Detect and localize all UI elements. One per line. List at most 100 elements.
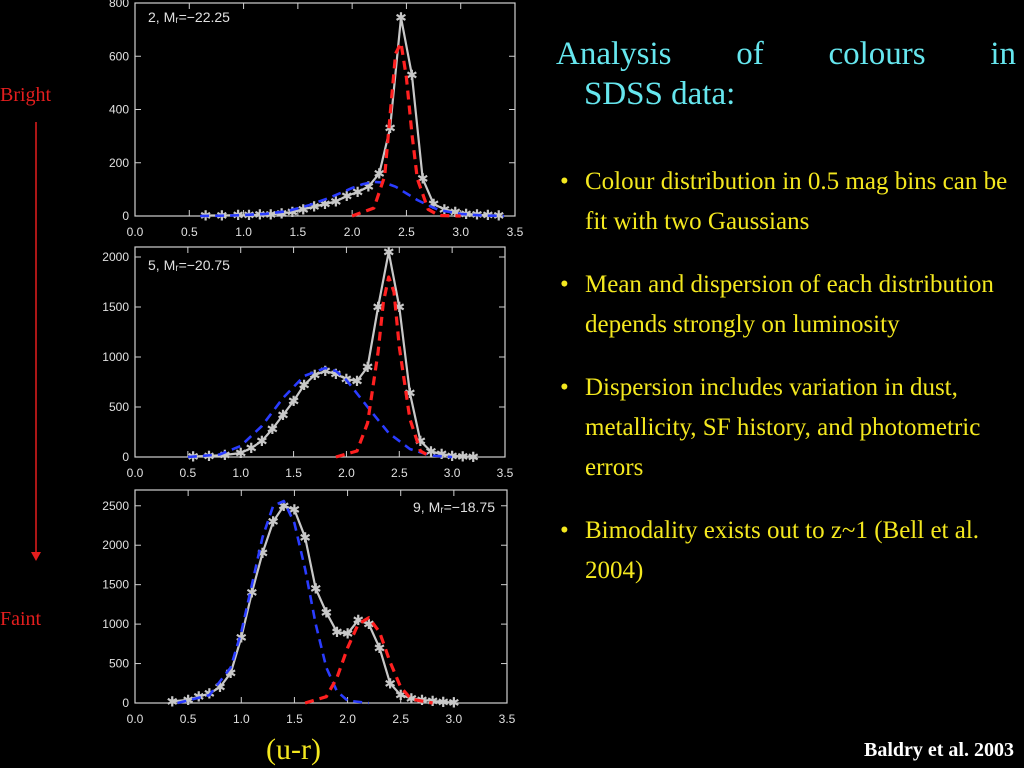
- data-point-marker: ✱: [278, 499, 290, 515]
- x-tick-label: 1.0: [232, 466, 249, 480]
- data-point-marker: ✱: [372, 300, 384, 316]
- x-tick-label: 0.5: [181, 225, 198, 239]
- y-tick-label: 200: [109, 156, 129, 170]
- data-point-marker: ✱: [374, 641, 386, 657]
- data-point-marker: ✱: [446, 449, 458, 465]
- bullet-item: Colour distribution in 0.5 mag bins can …: [556, 162, 1018, 242]
- y-tick-label: 500: [109, 400, 129, 414]
- x-tick-label: 1.0: [233, 712, 250, 726]
- blue-gaussian-fit: [200, 180, 505, 218]
- data-point-marker: ✱: [331, 625, 343, 641]
- bullet-list: Colour distribution in 0.5 mag bins can …: [556, 162, 1018, 614]
- data-point-marker: ✱: [363, 617, 375, 633]
- red-gaussian-fit: [335, 275, 432, 459]
- data-point-marker: ✱: [235, 631, 247, 647]
- data-point-marker: ✱: [363, 180, 375, 196]
- data-point-marker: ✱: [437, 695, 449, 711]
- data-point-marker: ✱: [405, 691, 417, 707]
- x-tick-label: 2.0: [338, 466, 355, 480]
- data-point-marker: ✱: [246, 586, 258, 602]
- data-point-marker: ✱: [417, 172, 429, 188]
- data-point-marker: ✱: [415, 434, 427, 450]
- data-point-marker: ✱: [297, 202, 309, 218]
- data-point-marker: ✱: [309, 368, 321, 384]
- x-tick-label: 3.5: [499, 712, 516, 726]
- data-point-marker: ✱: [243, 208, 255, 224]
- bright-label: Bright: [0, 84, 52, 106]
- data-point-marker: ✱: [287, 205, 299, 221]
- x-tick-label: 1.0: [235, 225, 252, 239]
- data-point-marker: ✱: [267, 515, 279, 531]
- plot-frame: [134, 246, 506, 458]
- x-tick-label: 0.5: [180, 712, 197, 726]
- blue-gaussian-fit: [187, 366, 453, 459]
- data-point-marker: ✱: [373, 166, 385, 182]
- y-tick-label: 2000: [102, 250, 129, 264]
- x-tick-label: 2.0: [339, 712, 356, 726]
- data-point-marker: ✱: [276, 206, 288, 222]
- data-point-marker: ✱: [384, 676, 396, 692]
- panel-label: 5, Mᵣ=−20.75: [148, 257, 230, 273]
- x-tick-label: 1.5: [290, 225, 307, 239]
- y-tick-label: 800: [109, 0, 129, 10]
- slide-title: Analysis of colours in SDSS data:: [556, 34, 1016, 114]
- data-point-marker: ✱: [214, 680, 226, 696]
- data-point-marker: ✱: [395, 688, 407, 704]
- x-tick-label: 2.5: [398, 225, 415, 239]
- data-point-marker: ✱: [352, 185, 364, 201]
- x-tick-label: 0.0: [127, 225, 144, 239]
- y-tick-label: 1000: [102, 617, 129, 631]
- title-word: Analysis: [556, 36, 672, 72]
- x-tick-label: 1.5: [285, 466, 302, 480]
- y-tick-label: 0: [122, 209, 129, 223]
- y-tick-label: 500: [109, 657, 129, 671]
- faint-label: Faint: [0, 608, 42, 630]
- data-point-marker: ✱: [404, 386, 416, 402]
- data-point-marker: ✱: [362, 360, 374, 376]
- red-gaussian-fit: [304, 616, 433, 705]
- data-point-marker: ✱: [254, 208, 266, 224]
- data-point-marker: ✱: [457, 450, 469, 466]
- title-line-2: SDSS data:: [584, 76, 736, 112]
- y-tick-label: 600: [109, 49, 129, 63]
- data-point-marker: ✱: [384, 121, 396, 137]
- title-word: of: [736, 36, 764, 72]
- data-point-marker: ✱: [288, 394, 300, 410]
- y-tick-label: 0: [122, 450, 129, 464]
- data-point-marker: ✱: [219, 448, 231, 464]
- y-tick-label: 1000: [102, 350, 129, 364]
- data-point-marker: ✱: [493, 208, 505, 224]
- data-point-marker: ✱: [330, 367, 342, 383]
- data-point-marker: ✱: [166, 694, 178, 710]
- bullet-item: Bimodality exists out to z~1 (Bell et al…: [556, 511, 1018, 591]
- data-point-marker: ✱: [267, 422, 279, 438]
- data-point-marker: ✱: [182, 693, 194, 709]
- data-point-marker: ✱: [203, 449, 215, 465]
- x-tick-label: 3.0: [444, 466, 461, 480]
- plot-frame: [134, 489, 508, 704]
- data-series-line: [172, 504, 454, 704]
- data-point-marker: ✱: [225, 666, 237, 682]
- x-tick-label: 2.5: [392, 712, 409, 726]
- x-axis-label: (u-r): [266, 733, 321, 766]
- data-point-marker: ✱: [406, 68, 418, 84]
- y-tick-label: 2000: [102, 538, 129, 552]
- plot-frame: [134, 2, 516, 217]
- data-point-marker: ✱: [352, 613, 364, 629]
- panel-label: 2, Mᵣ=−22.25: [148, 9, 230, 25]
- x-tick-label: 0.5: [180, 466, 197, 480]
- data-point-marker: ✱: [449, 205, 461, 221]
- arrow-head: [31, 552, 41, 561]
- data-point-marker: ✱: [448, 696, 460, 712]
- x-tick-label: 0.0: [127, 466, 144, 480]
- x-tick-label: 2.0: [344, 225, 361, 239]
- y-tick-label: 1500: [102, 578, 129, 592]
- data-point-marker: ✱: [428, 197, 440, 213]
- citation-credit: Baldry et al. 2003: [864, 739, 1014, 761]
- y-tick-label: 400: [109, 103, 129, 117]
- data-point-marker: ✱: [265, 207, 277, 223]
- data-point-marker: ✱: [257, 546, 269, 562]
- title-word: in: [990, 36, 1016, 72]
- bullet-item: Dispersion includes variation in dust, m…: [556, 368, 1018, 488]
